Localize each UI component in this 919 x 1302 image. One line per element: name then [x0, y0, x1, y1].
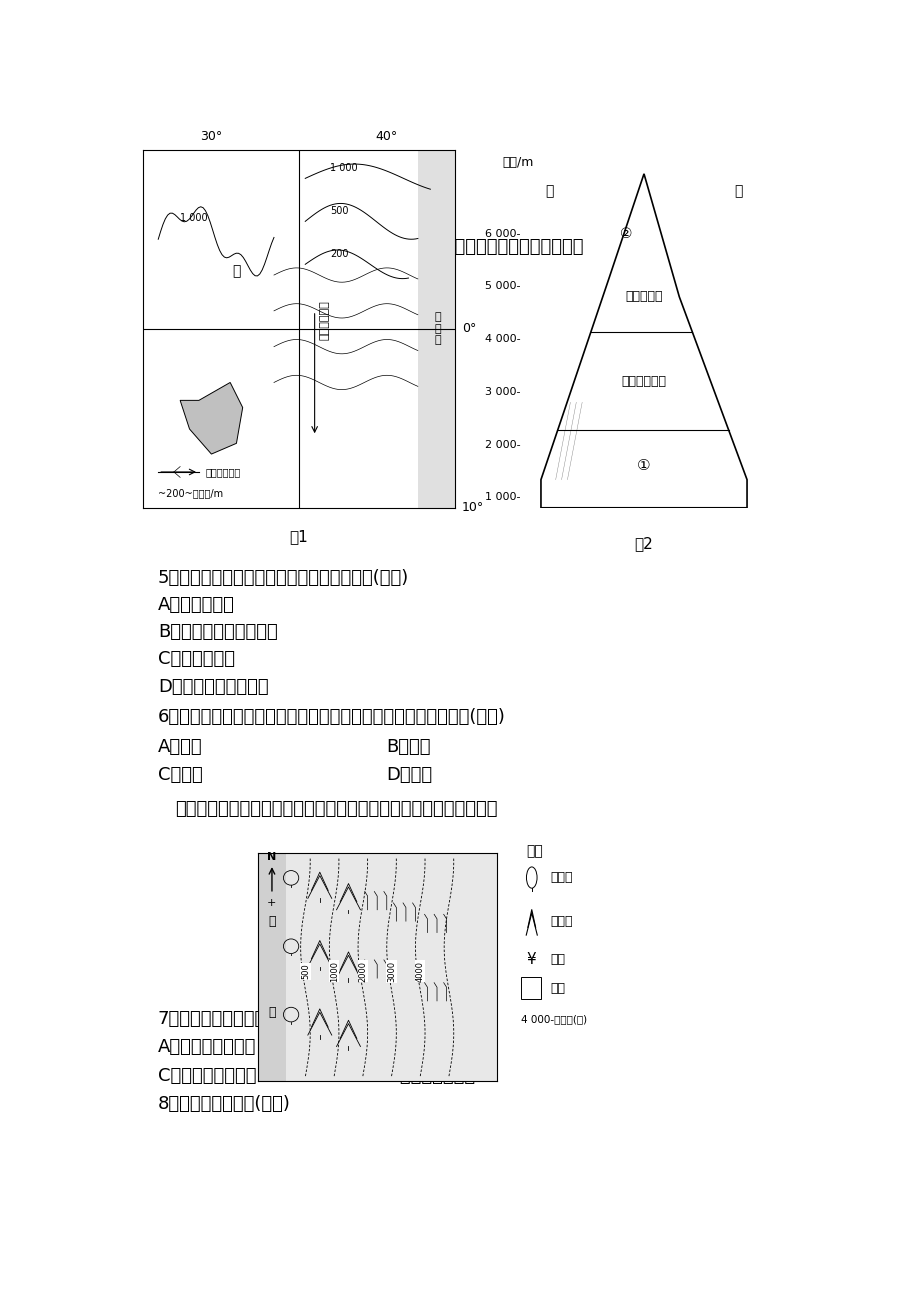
Text: +: +	[267, 898, 277, 907]
Text: 针叶林: 针叶林	[550, 915, 573, 928]
Text: 高山草甸带: 高山草甸带	[625, 290, 662, 303]
Text: 3000: 3000	[387, 961, 395, 982]
Text: B．副热带高气压带控制: B．副热带高气压带控制	[158, 624, 278, 642]
Text: 海: 海	[268, 915, 276, 927]
Polygon shape	[540, 173, 746, 508]
Bar	[520, 976, 540, 1000]
Text: N: N	[267, 853, 277, 862]
Text: 500: 500	[301, 963, 310, 979]
Text: 甲: 甲	[232, 264, 241, 279]
Text: D．赤道低气压带控制: D．赤道低气压带控制	[158, 677, 268, 695]
Text: 2 000-: 2 000-	[484, 440, 520, 449]
Text: 1 000: 1 000	[330, 163, 357, 173]
Text: 海拔/m: 海拔/m	[502, 156, 534, 169]
Bar	[257, 853, 286, 1081]
Text: 1000: 1000	[329, 961, 338, 982]
Text: 4000: 4000	[415, 961, 425, 982]
Text: 40°: 40°	[375, 130, 397, 142]
Text: 图例: 图例	[526, 845, 542, 858]
Text: C．亚热带湿润气候: C．亚热带湿润气候	[158, 1066, 256, 1085]
Text: 图2: 图2	[634, 536, 652, 551]
Text: 下图为世界某区域等高线地形和自然带分布图。据此完成７～８题。: 下图为世界某区域等高线地形和自然带分布图。据此完成７～８题。	[176, 799, 497, 818]
Text: 荒漠: 荒漠	[550, 982, 565, 995]
Text: 0°: 0°	[461, 323, 475, 335]
Text: 30°: 30°	[200, 130, 222, 142]
Text: 乞力马扎罗山: 乞力马扎罗山	[319, 301, 329, 340]
Text: 常绿阔叶林带: 常绿阔叶林带	[621, 375, 665, 388]
Text: 10°: 10°	[461, 501, 483, 514]
Text: 落叶林: 落叶林	[550, 871, 573, 884]
Text: 北: 北	[545, 185, 553, 198]
Text: 5 000-: 5 000-	[484, 281, 520, 292]
Text: 图1: 图1	[289, 529, 308, 544]
Text: 4 000-: 4 000-	[484, 335, 520, 344]
Text: 2000: 2000	[358, 961, 367, 982]
Text: 3 000-: 3 000-	[484, 387, 520, 397]
Text: 草甸: 草甸	[550, 953, 565, 966]
Text: D．地形: D．地形	[386, 766, 432, 784]
Text: ②: ②	[619, 227, 632, 241]
Text: A．温带大陆性气候: A．温带大陆性气候	[158, 1039, 255, 1056]
Text: D．温带季风气候: D．温带季风气候	[386, 1066, 474, 1085]
Text: B．热带沙漠气候: B．热带沙漠气候	[386, 1039, 473, 1056]
Text: 6 000-: 6 000-	[484, 229, 520, 238]
Text: 5．当野生动物大量迁徙到达甲地时，当地受(　　): 5．当野生动物大量迁徙到达甲地时，当地受( )	[158, 569, 409, 587]
Text: ①: ①	[637, 458, 650, 473]
Text: 印
度
洋: 印 度 洋	[435, 312, 441, 345]
Bar	[417, 150, 455, 508]
Text: A．西风带控制: A．西风带控制	[158, 596, 234, 615]
Text: ¥: ¥	[526, 952, 535, 967]
Text: 8．该山脉可能位于(　　): 8．该山脉可能位于( )	[158, 1095, 290, 1113]
Text: D．南半球缺失苔原带和亚寒带针叶林带: D．南半球缺失苔原带和亚寒带针叶林带	[158, 207, 354, 224]
Text: 成５～６题。: 成５～６题。	[158, 260, 222, 279]
Text: 7．图中山脉东侧山麓地带气候类型为(　　): 7．图中山脉东侧山麓地带气候类型为( )	[158, 1010, 377, 1029]
Text: 200: 200	[330, 249, 348, 259]
Text: 6．形成图２中同一自然带上限南、北两坡高度差异的主导因素是(　　): 6．形成图２中同一自然带上限南、北两坡高度差异的主导因素是( )	[158, 708, 505, 725]
Text: 1 000-: 1 000-	[484, 492, 520, 503]
Text: 4 000-等高线(米): 4 000-等高线(米)	[520, 1014, 586, 1025]
Text: C．光照: C．光照	[158, 766, 202, 784]
Text: A．热量: A．热量	[158, 738, 202, 755]
Text: C．巴西高原东南部的热带雨林带: C．巴西高原东南部的热带雨林带	[158, 181, 321, 199]
Text: C．信风带控制: C．信风带控制	[158, 651, 234, 668]
Text: 洋: 洋	[268, 1006, 276, 1018]
Text: 500: 500	[330, 206, 348, 216]
Text: 动物迁徙方向: 动物迁徙方向	[205, 467, 240, 477]
Text: ~200~等高线/m: ~200~等高线/m	[158, 488, 223, 499]
Text: 1 000: 1 000	[180, 214, 208, 224]
Polygon shape	[180, 383, 243, 454]
Text: 下面图１是非洲某区域示意图，图２是乞力马扎罗山垂直自然带分布示意图。读图，完: 下面图１是非洲某区域示意图，图２是乞力马扎罗山垂直自然带分布示意图。读图，完	[176, 238, 584, 256]
Text: 南: 南	[733, 185, 742, 198]
Text: B．水分: B．水分	[386, 738, 430, 755]
